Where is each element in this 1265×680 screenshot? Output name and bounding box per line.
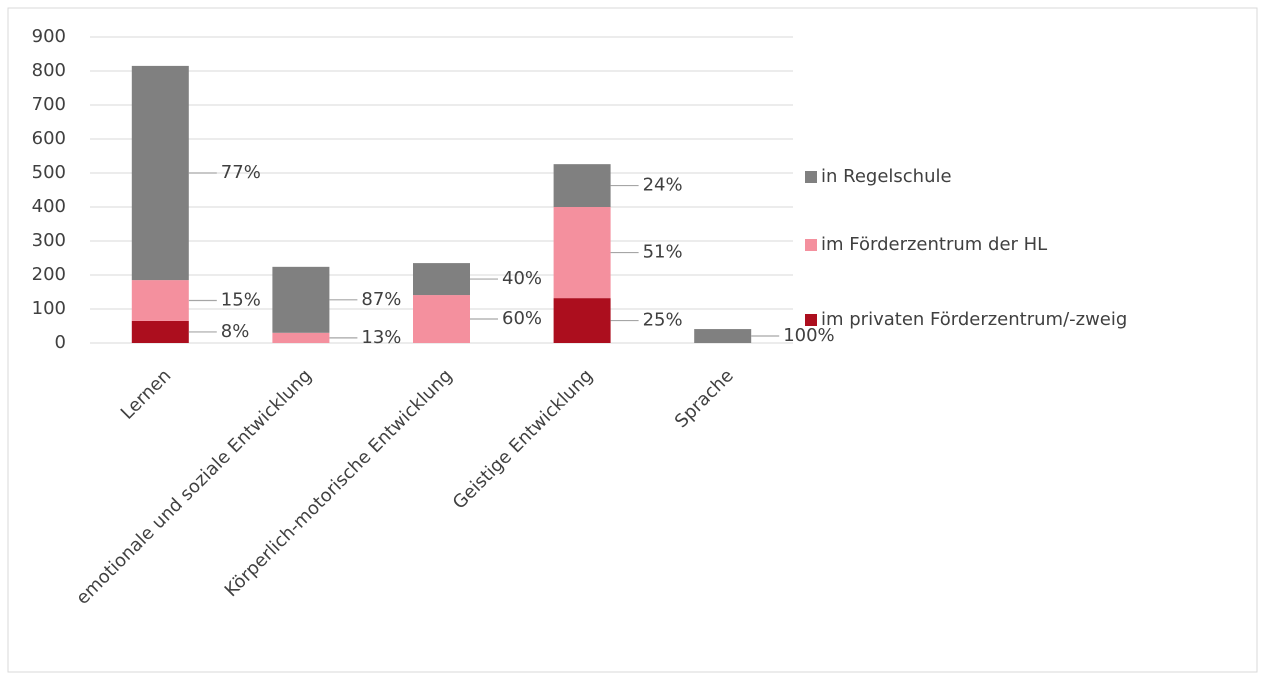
legend-label: im privaten Förderzentrum/-zweig — [821, 309, 1127, 330]
bar-segment — [413, 295, 470, 343]
data-label: 51% — [643, 242, 683, 263]
bar-segment — [272, 332, 330, 343]
bar-segment — [553, 164, 611, 207]
bar-segment — [272, 266, 330, 333]
y-tick-label: 500 — [32, 162, 66, 183]
bar-segment — [131, 65, 189, 281]
bar-segment — [553, 298, 611, 343]
data-label: 13% — [361, 327, 401, 348]
bar-segment — [413, 263, 470, 296]
data-label: 77% — [221, 162, 261, 183]
data-label: 15% — [221, 290, 261, 311]
legend-swatch — [805, 239, 817, 251]
bar-segment — [131, 280, 189, 321]
y-tick-label: 200 — [32, 264, 66, 285]
data-label: 60% — [502, 308, 542, 329]
data-label: 100% — [783, 325, 834, 346]
legend-swatch — [805, 171, 817, 183]
legend-swatch — [805, 314, 817, 326]
y-tick-label: 0 — [55, 332, 66, 353]
bar-segment — [553, 207, 611, 299]
y-tick-label: 600 — [32, 128, 66, 149]
bar-segment — [131, 320, 189, 343]
y-tick-label: 100 — [32, 298, 66, 319]
data-label: 8% — [221, 321, 250, 342]
y-tick-label: 800 — [32, 60, 66, 81]
chart-border — [7, 7, 1258, 673]
data-label: 25% — [643, 310, 683, 331]
data-label: 24% — [643, 175, 683, 196]
y-tick-label: 900 — [32, 26, 66, 47]
data-label: 87% — [361, 289, 401, 310]
y-tick-label: 300 — [32, 230, 66, 251]
y-tick-label: 400 — [32, 196, 66, 217]
legend-label: im Förderzentrum der HL — [821, 234, 1047, 255]
bar-segment — [694, 329, 752, 343]
y-tick-label: 700 — [32, 94, 66, 115]
data-label: 40% — [502, 268, 542, 289]
legend-label: in Regelschule — [821, 166, 952, 187]
